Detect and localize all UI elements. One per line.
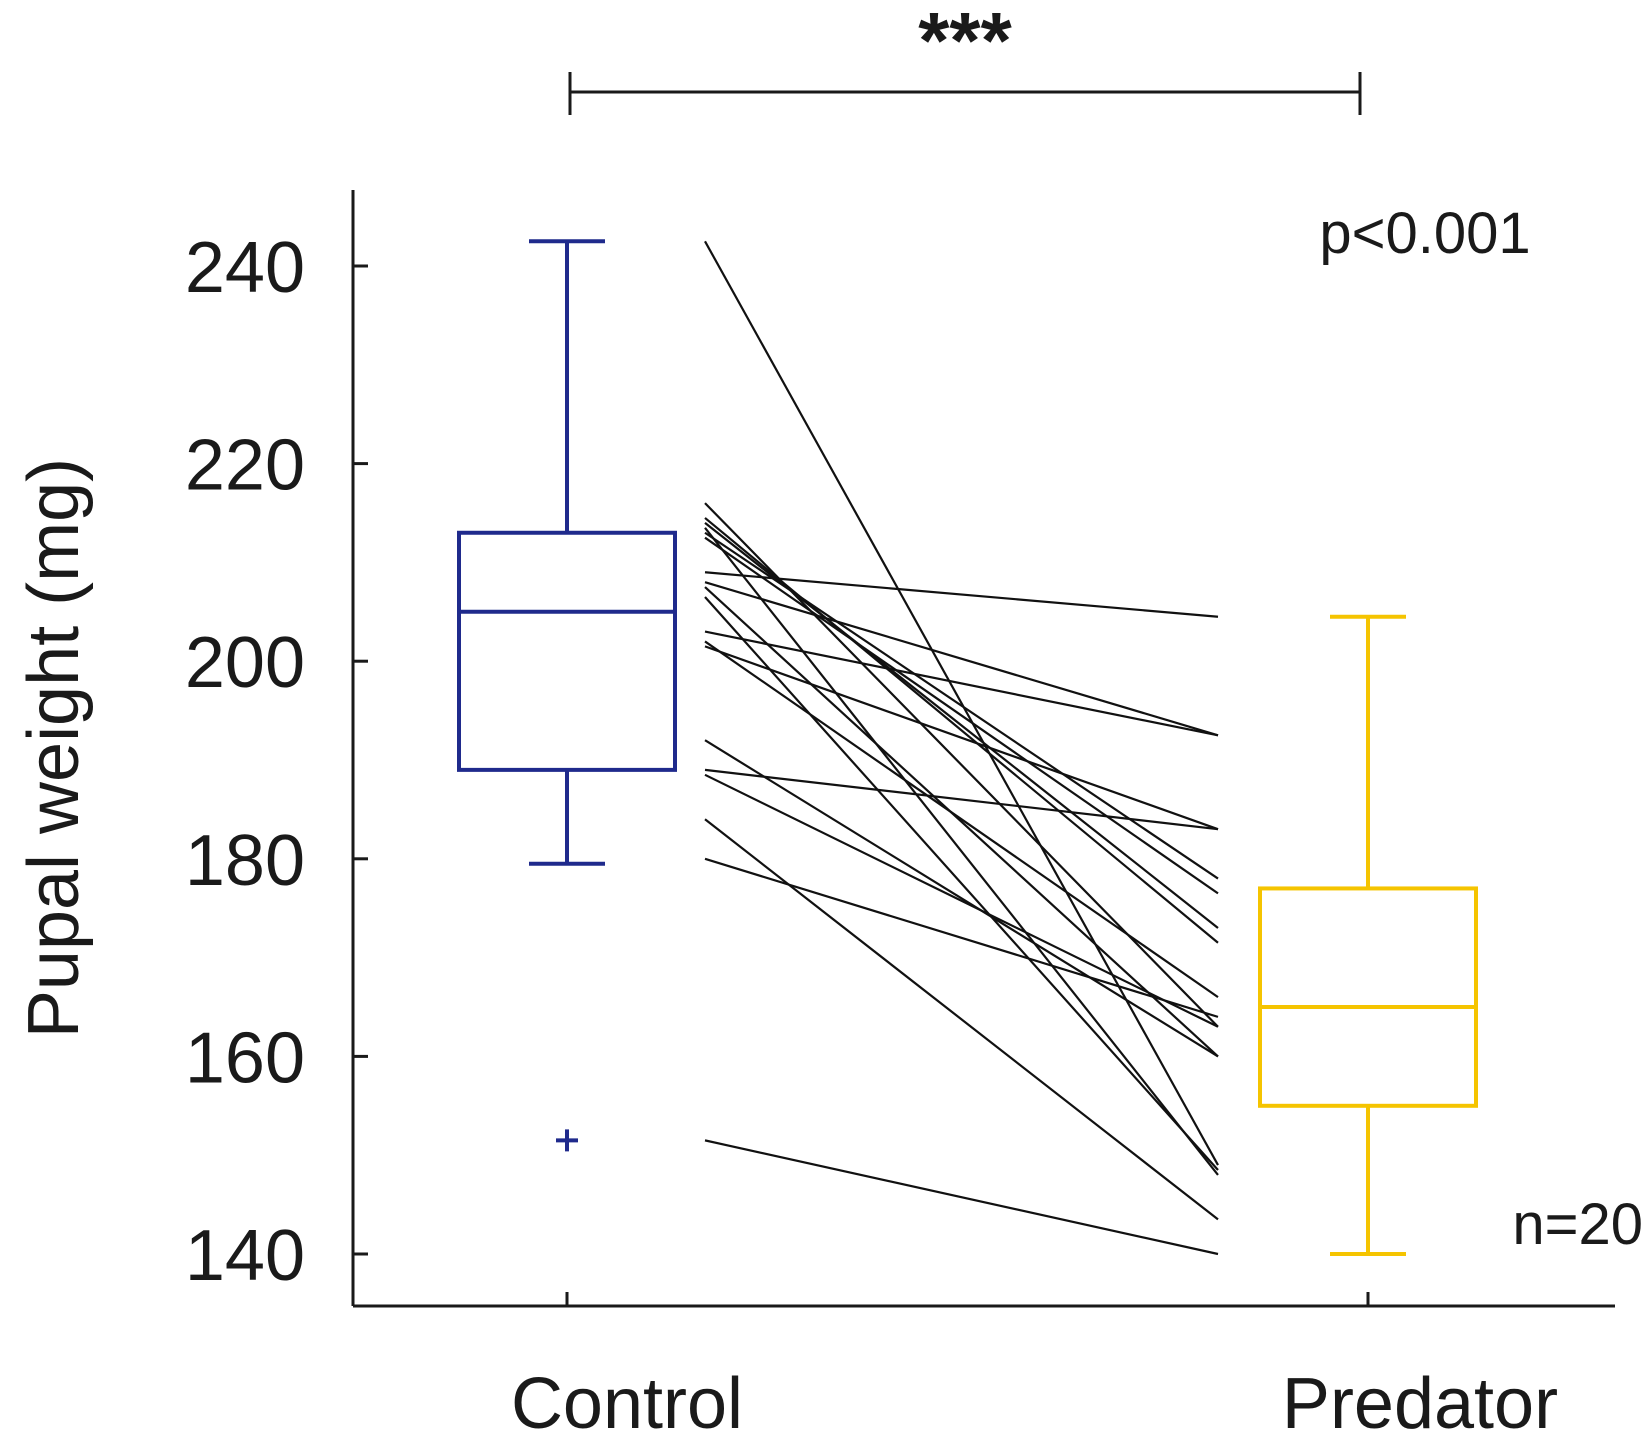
paired-line [704,586,1219,1058]
paired-line [704,768,1219,831]
significance-stars: *** [918,0,1012,85]
y-tick-label-240: 240 [185,228,305,308]
paired-line [704,1139,1219,1256]
paired-line [704,240,1219,1166]
x-label-predator: Predator [1282,1364,1558,1437]
paired-line [704,640,1219,999]
paired-line [704,645,1219,831]
paired-line [704,531,1219,880]
paired-line [704,527,1219,1176]
paired-line [704,630,1219,737]
sample-size-annotation: n=20 [1512,1192,1643,1257]
predator-box [1258,886,1478,1108]
y-tick-label-200: 200 [185,623,305,703]
y-tick-label-180: 180 [185,821,305,901]
control-outlier-marker [556,1129,578,1152]
y-axis-title: Pupal weight (mg) [14,458,94,1038]
boxplots [457,239,1478,1256]
paired-line [704,581,1219,737]
paired-line [704,739,1219,1058]
paired-line [704,596,1219,1171]
significance-bracket: *** [568,0,1362,115]
y-tick-label-140: 140 [185,1216,305,1296]
paired-line [704,857,1219,1018]
control-box [457,530,677,772]
paired-line [704,571,1219,618]
paired-line [704,536,1219,895]
paired-lines [704,240,1219,1256]
y-tick-label-220: 220 [185,426,305,506]
paired-line [704,773,1219,1028]
y-tick-group: 140 160 180 200 220 240 [185,228,368,1296]
paired-line [704,517,1219,944]
x-label-control: Control [511,1364,743,1437]
p-value-annotation: p<0.001 [1319,201,1530,266]
y-tick-label-160: 160 [185,1018,305,1098]
